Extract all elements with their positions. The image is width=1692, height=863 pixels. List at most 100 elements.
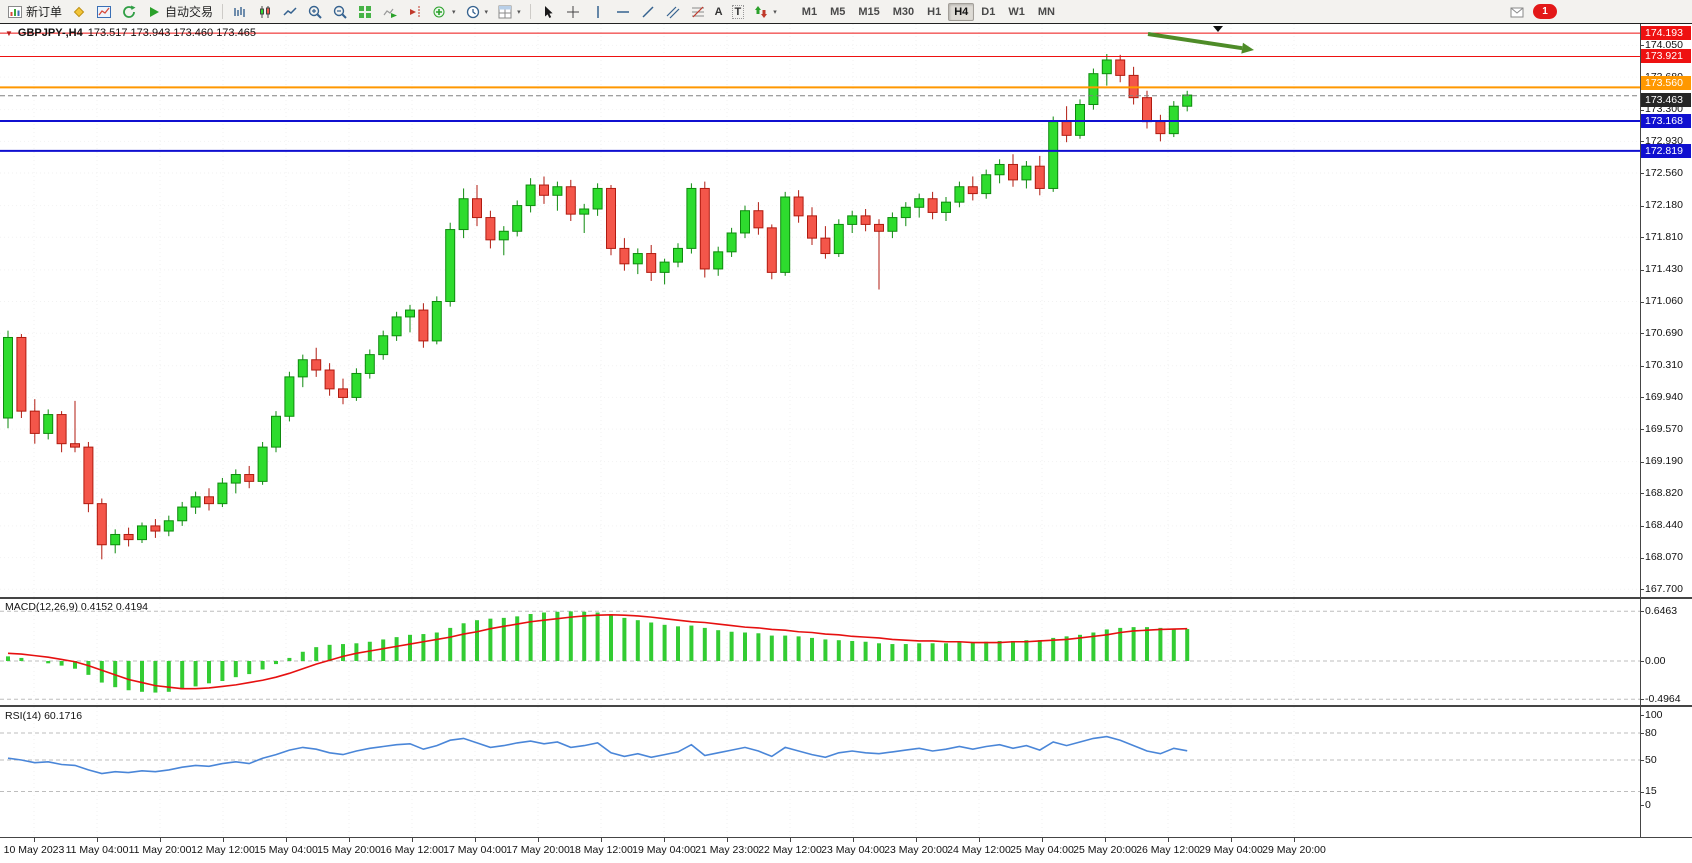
timeframe-button-h1[interactable]: H1 — [927, 5, 942, 18]
candle — [619, 247, 630, 265]
text-button[interactable]: A — [711, 2, 727, 21]
candle — [887, 217, 898, 232]
horizontal-line-button[interactable] — [611, 2, 635, 21]
chart-window-button[interactable] — [92, 2, 116, 21]
time-tick — [223, 838, 224, 842]
panel-separator[interactable] — [0, 597, 1692, 599]
candle — [646, 253, 657, 273]
price-level-label: 172.819 — [1641, 143, 1691, 158]
time-axis[interactable]: 10 May 2023 11 May 04:00 11 May 20:00 12 Ma… — [0, 837, 1692, 863]
autotrading-button[interactable]: 自动交易 — [142, 2, 217, 21]
trendline-button[interactable] — [636, 2, 660, 21]
channel-button[interactable] — [661, 2, 685, 21]
timeframe-button-m15[interactable]: M15 — [858, 5, 880, 18]
rsi-scale-tick — [1640, 791, 1644, 793]
metaeditor-button[interactable] — [67, 2, 91, 21]
timeframe-button-m30[interactable]: M30 — [892, 5, 915, 18]
timeframe-button-mn[interactable]: MN — [1037, 5, 1055, 18]
timeframe-button-m5[interactable]: M5 — [830, 5, 846, 18]
mailbox-icon[interactable] — [1509, 4, 1525, 20]
time-tick — [97, 838, 98, 842]
new-order-button[interactable]: 新订单 — [3, 2, 66, 21]
time-label: 19 May 04:00 — [632, 844, 696, 856]
macd-indicator-panel[interactable] — [0, 599, 1640, 705]
candle — [230, 474, 241, 484]
new-order-label: 新订单 — [26, 5, 63, 19]
candle — [793, 196, 804, 217]
timeframe-button-h4[interactable]: H4 — [948, 2, 975, 21]
candle — [740, 210, 750, 234]
candle — [43, 414, 54, 434]
templates-dropdown-button[interactable]: ▾ — [493, 2, 525, 21]
text-label-button[interactable]: T — [728, 2, 749, 21]
time-tick — [1105, 838, 1106, 842]
price-scale-border — [1640, 24, 1641, 837]
time-label: 15 May 04:00 — [254, 844, 318, 856]
cursor-button[interactable] — [536, 2, 560, 21]
auto-scroll-button[interactable] — [378, 2, 402, 21]
price-tick-label: 172.180 — [1645, 199, 1683, 212]
zoom-out-button[interactable] — [328, 2, 352, 21]
symbol-dropdown-icon[interactable]: ▼ — [5, 28, 13, 38]
chart-symbol-period: GBPJPY-,H4 — [17, 27, 83, 39]
price-tick — [1640, 333, 1644, 335]
candle — [163, 520, 174, 532]
candle — [204, 496, 214, 505]
candle — [378, 335, 389, 356]
candle — [324, 369, 335, 390]
candle — [498, 230, 509, 241]
chevron-down-icon: ▾ — [517, 8, 521, 16]
indicators-dropdown-button[interactable]: ▾ — [428, 2, 460, 21]
candle — [445, 229, 456, 303]
trendline-icon — [640, 4, 656, 20]
bar-chart-icon — [232, 4, 248, 20]
fibonacci-button[interactable] — [686, 2, 710, 21]
price-tick — [1640, 109, 1644, 111]
candle — [311, 359, 322, 371]
main-price-panel[interactable] — [0, 24, 1640, 597]
price-level-label: 173.921 — [1641, 49, 1691, 64]
candle — [699, 187, 710, 270]
time-tick — [916, 838, 917, 842]
time-label: 24 May 12:00 — [947, 844, 1011, 856]
candle — [820, 237, 831, 255]
time-label: 11 May 20:00 — [128, 844, 192, 856]
cursor-icon — [540, 4, 556, 20]
zoom-in-button[interactable] — [303, 2, 327, 21]
chart-shift-button[interactable] — [403, 2, 427, 21]
crosshair-button[interactable] — [561, 2, 585, 21]
timeframe-button-m1[interactable]: M1 — [801, 5, 818, 18]
candle — [29, 410, 40, 434]
candlestick-chart-button[interactable] — [253, 2, 277, 21]
candle — [1115, 59, 1126, 76]
rsi-indicator-panel[interactable] — [0, 707, 1640, 837]
timeframe-button-w1[interactable]: W1 — [1008, 5, 1025, 18]
tile-windows-button[interactable] — [353, 2, 377, 21]
bar-chart-button[interactable] — [228, 2, 252, 21]
candle — [780, 196, 791, 273]
time-tick — [1231, 838, 1232, 842]
candle — [552, 186, 563, 196]
candle — [351, 372, 362, 398]
vertical-line-button[interactable] — [586, 2, 610, 21]
candle — [632, 253, 643, 265]
horizontal-line-icon — [615, 4, 631, 20]
candle — [753, 210, 764, 229]
timeframe-button-d1[interactable]: D1 — [981, 5, 996, 18]
periods-dropdown-button[interactable]: ▾ — [461, 2, 493, 21]
indicators-icon — [432, 4, 448, 20]
candle — [659, 261, 670, 273]
price-tick — [1640, 525, 1644, 527]
notification-badge[interactable]: 1 — [1533, 4, 1557, 19]
price-tick — [1640, 141, 1644, 143]
rsi-scale-label: 50 — [1645, 753, 1657, 766]
candle — [56, 414, 67, 445]
price-tick-label: 170.690 — [1645, 326, 1683, 339]
panel-separator[interactable] — [0, 705, 1692, 707]
arrows-icon — [753, 4, 769, 20]
line-chart-button[interactable] — [278, 2, 302, 21]
candle — [257, 446, 268, 482]
refresh-button[interactable] — [117, 2, 141, 21]
toolbar: 新订单 自动交易 ▾ ▾ ▾ A T ▾ M1 M5 M15 M30 H1 H4 D1 W1 M… — [0, 0, 1692, 23]
arrows-dropdown-button[interactable]: ▾ — [749, 2, 781, 21]
